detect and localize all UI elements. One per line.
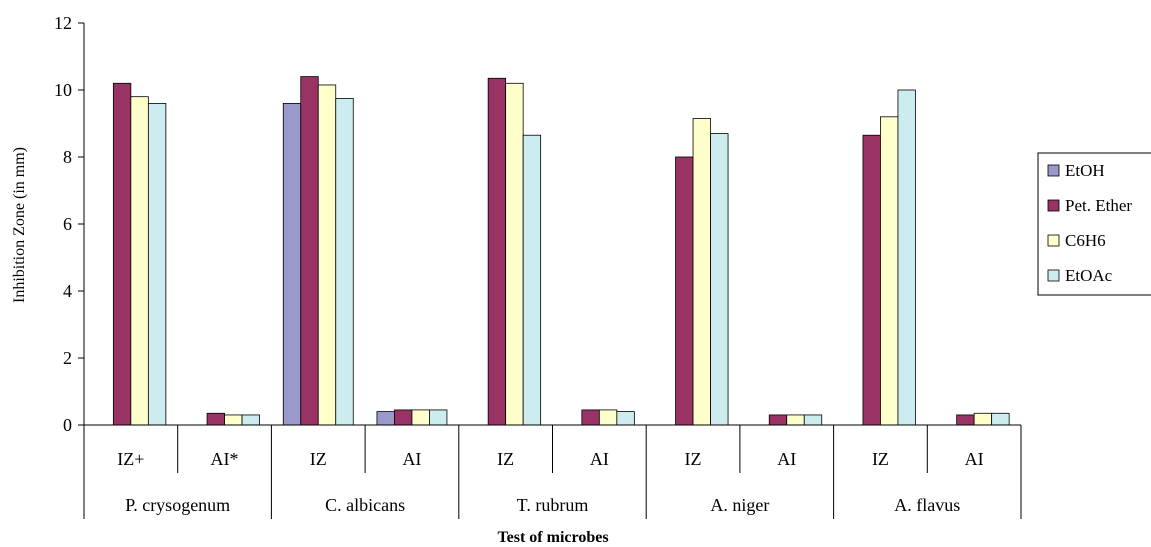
y-tick-label: 2	[63, 348, 72, 368]
bar	[710, 133, 729, 426]
x-tick-label: AI*	[211, 449, 239, 469]
y-tick-label: 10	[54, 80, 72, 100]
bar	[803, 414, 823, 426]
bar	[862, 134, 881, 426]
bar	[880, 116, 899, 426]
x-tick-label: IZ	[685, 449, 702, 469]
y-tick-label: 4	[63, 281, 72, 301]
x-axis-title: Test of microbes	[497, 529, 608, 546]
group-label: A. flavus	[894, 495, 960, 515]
y-tick-label: 6	[63, 214, 72, 234]
group-label: A. niger	[710, 495, 769, 515]
y-tick-label: 12	[54, 13, 72, 33]
x-tick-label: IZ	[497, 449, 514, 469]
x-tick-label: AI	[590, 449, 609, 469]
group-label: C. albicans	[325, 495, 405, 515]
y-tick-label: 8	[63, 147, 72, 167]
bar	[675, 156, 694, 426]
bar	[394, 409, 413, 426]
bar	[897, 89, 916, 426]
bar	[112, 82, 132, 426]
y-axis-title: Inhibition Zone (in mm)	[11, 147, 28, 303]
x-tick-label: IZ	[310, 449, 327, 469]
bar	[147, 103, 167, 426]
bar	[522, 134, 542, 426]
bar	[956, 414, 975, 426]
legend-swatch	[1047, 234, 1060, 247]
bar	[616, 411, 635, 426]
group-label: T. rubrum	[517, 495, 589, 515]
x-tick-label: AI	[777, 449, 796, 469]
legend-label: EtOAc	[1065, 266, 1113, 285]
bar	[206, 412, 225, 426]
x-tick-label: AI	[402, 449, 421, 469]
group-label: P. crysogenum	[125, 495, 230, 515]
plot-area: 0 2 4 6 8 10 12 IZ+ AI* IZ AI IZ AI IZ AI IZ AI P. crysog…	[54, 13, 1022, 519]
legend: EtOH Pet. Ether C6H6 EtOAc	[1037, 152, 1151, 296]
legend-label: C6H6	[1065, 231, 1106, 250]
bar	[224, 414, 243, 426]
bar	[505, 82, 524, 426]
x-tick-label: IZ	[872, 449, 889, 469]
bar	[317, 84, 337, 426]
bar	[973, 412, 993, 426]
bar	[768, 414, 788, 426]
bar	[282, 103, 302, 426]
bar	[991, 412, 1010, 426]
legend-label: EtOH	[1065, 161, 1105, 180]
x-tick-label: AI	[965, 449, 984, 469]
bar	[376, 411, 395, 426]
legend-swatch	[1047, 164, 1060, 177]
bar	[487, 77, 507, 426]
legend-swatch	[1047, 199, 1060, 212]
bar	[429, 409, 448, 426]
legend-swatch	[1047, 269, 1060, 282]
bar	[335, 97, 354, 426]
bar	[581, 409, 600, 426]
bar	[241, 414, 260, 426]
y-tick-label: 0	[63, 415, 72, 435]
bar	[130, 96, 149, 426]
bar	[692, 118, 711, 426]
legend-label: Pet. Ether	[1065, 196, 1132, 215]
bar	[300, 76, 319, 426]
bar	[598, 409, 618, 426]
bar	[786, 414, 805, 426]
bar	[411, 409, 430, 426]
x-tick-label: IZ+	[117, 449, 144, 469]
